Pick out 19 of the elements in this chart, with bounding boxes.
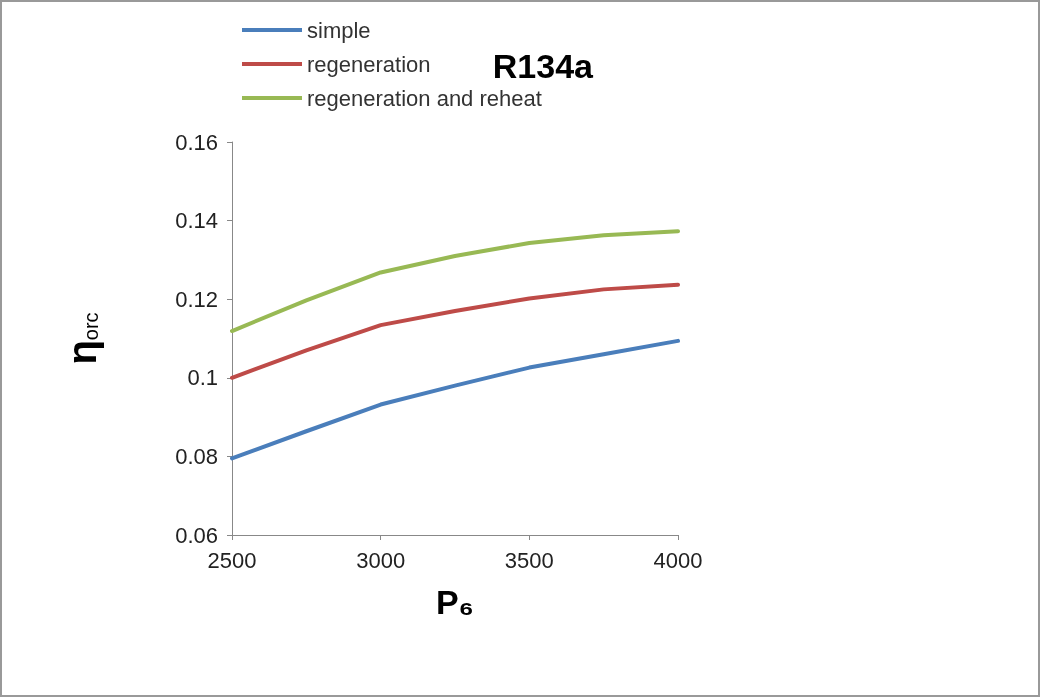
y-tick-label: 0.1 xyxy=(187,365,218,391)
x-tick-label: 3500 xyxy=(504,547,554,573)
y-axis-title: ηorc xyxy=(60,312,104,365)
x-axis-title: P₆ xyxy=(435,583,475,621)
x-tick-label: 2500 xyxy=(207,547,257,573)
legend-label: regeneration xyxy=(307,51,431,77)
legend-label: simple xyxy=(307,17,371,43)
y-tick-label: 0.16 xyxy=(175,129,218,155)
chart-title: R134a xyxy=(492,47,595,85)
y-tick-label: 0.08 xyxy=(175,443,218,469)
line-series xyxy=(230,338,680,461)
line-series xyxy=(230,282,680,380)
y-tick-label: 0.06 xyxy=(175,522,218,548)
x-tick-label: 4000 xyxy=(653,547,703,573)
legend-label: regeneration and reheat xyxy=(307,85,542,111)
y-tick-label: 0.12 xyxy=(175,286,218,312)
x-tick-label: 3000 xyxy=(356,547,406,573)
line-series xyxy=(230,229,680,334)
y-tick-label: 0.14 xyxy=(175,208,218,234)
